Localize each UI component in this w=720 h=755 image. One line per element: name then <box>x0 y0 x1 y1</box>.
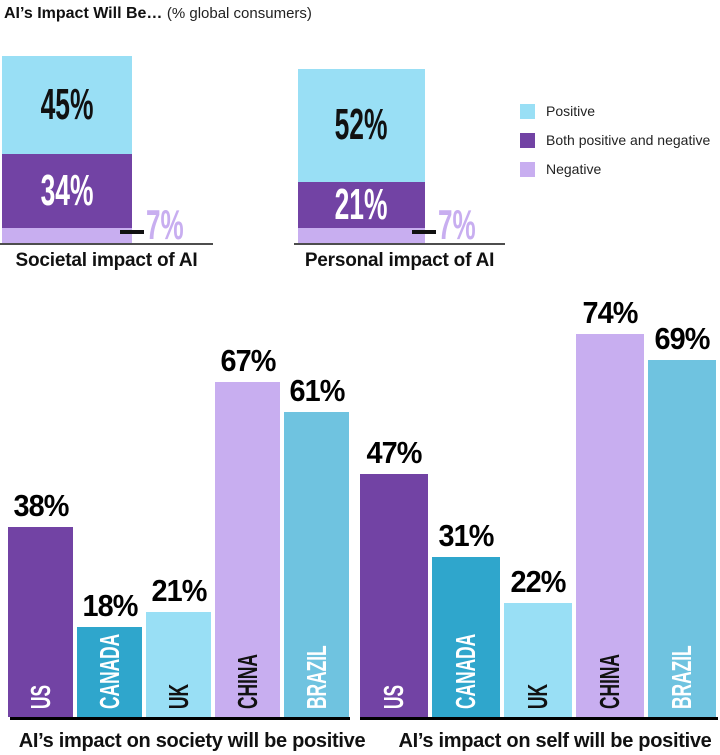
personal-positive-value: 52% <box>335 100 388 150</box>
legend-item-positive: Positive <box>520 103 710 119</box>
self-china-label: CHINA <box>594 654 625 709</box>
self-us-value: 47% <box>366 435 423 471</box>
page-title: AI’s Impact Will Be… (% global consumers… <box>4 5 312 23</box>
society-canada-value: 18% <box>82 588 138 623</box>
self-axis-line <box>360 717 718 720</box>
legend-swatch-both <box>520 132 535 148</box>
personal-stacked-bar: 52% 21% <box>298 68 425 243</box>
legend-label-positive: Positive <box>546 103 596 119</box>
societal-negative-value: 7% <box>146 201 184 248</box>
society-china-label: CHINA <box>231 654 263 709</box>
society-us-value: 38% <box>13 488 69 523</box>
society-bar-uk: 21% UK <box>146 573 211 717</box>
self-bar-uk: 22% UK <box>504 564 572 717</box>
society-chart-title: AI’s impact on society will be positive <box>18 730 366 752</box>
personal-both-value: 21% <box>335 179 388 229</box>
self-bar-canada: 31% CANADA <box>432 518 500 717</box>
societal-positive-segment: 45% <box>2 55 132 154</box>
self-canada-label: CANADA <box>450 633 481 709</box>
personal-positive-segment: 52% <box>298 68 425 182</box>
self-brazil-value: 69% <box>654 321 711 357</box>
personal-negative-callout-line <box>412 230 436 234</box>
personal-negative-segment <box>298 227 425 243</box>
legend-label-both: Both positive and negative <box>546 132 711 148</box>
societal-negative-segment <box>2 227 132 243</box>
society-uk-value: 21% <box>151 573 207 608</box>
societal-both-value: 34% <box>40 165 94 215</box>
self-brazil-label: BRAZIL <box>666 645 697 709</box>
legend-swatch-negative <box>520 161 535 177</box>
self-bar-brazil: 69% BRAZIL <box>648 321 716 717</box>
society-brazil-value: 61% <box>289 373 345 408</box>
societal-stacked-bar: 45% 34% <box>2 55 132 243</box>
societal-axis-line <box>0 243 213 245</box>
self-china-value: 74% <box>582 295 639 331</box>
society-bar-china: 67% CHINA <box>215 343 280 717</box>
societal-negative-callout-line <box>120 230 144 234</box>
society-bar-us: 38% US <box>8 488 73 717</box>
personal-negative-value: 7% <box>438 201 476 248</box>
self-chart-title: AI’s impact on self will be positive <box>398 730 712 752</box>
personal-axis-line <box>294 243 505 245</box>
page-title-note: (% global consumers) <box>166 5 312 22</box>
page-title-bold: AI’s Impact Will Be… <box>4 5 163 22</box>
self-us-label: US <box>378 684 409 709</box>
society-uk-label: UK <box>162 683 194 709</box>
society-bar-brazil: 61% BRAZIL <box>284 373 349 717</box>
personal-both-segment: 21% <box>298 179 425 229</box>
self-bar-us: 47% US <box>360 435 428 717</box>
society-canada-label: CANADA <box>93 633 125 709</box>
societal-both-segment: 34% <box>2 153 132 228</box>
self-uk-value: 22% <box>510 564 567 600</box>
societal-chart-title: Societal impact of AI <box>15 250 198 271</box>
societal-positive-value: 45% <box>40 79 94 129</box>
society-axis-line <box>10 717 350 720</box>
society-brazil-label: BRAZIL <box>300 645 332 709</box>
society-us-label: US <box>24 684 56 709</box>
self-bar-china: 74% CHINA <box>576 295 644 717</box>
legend-item-negative: Negative <box>520 161 710 177</box>
legend-swatch-positive <box>520 103 535 119</box>
self-canada-value: 31% <box>438 517 495 553</box>
legend-item-both: Both positive and negative <box>520 132 710 148</box>
society-bar-canada: 18% CANADA <box>77 588 142 717</box>
self-uk-label: UK <box>522 683 553 709</box>
legend-label-negative: Negative <box>546 161 602 177</box>
society-china-value: 67% <box>220 343 276 378</box>
legend: Positive Both positive and negative Nega… <box>520 103 710 190</box>
personal-chart-title: Personal impact of AI <box>304 250 495 271</box>
